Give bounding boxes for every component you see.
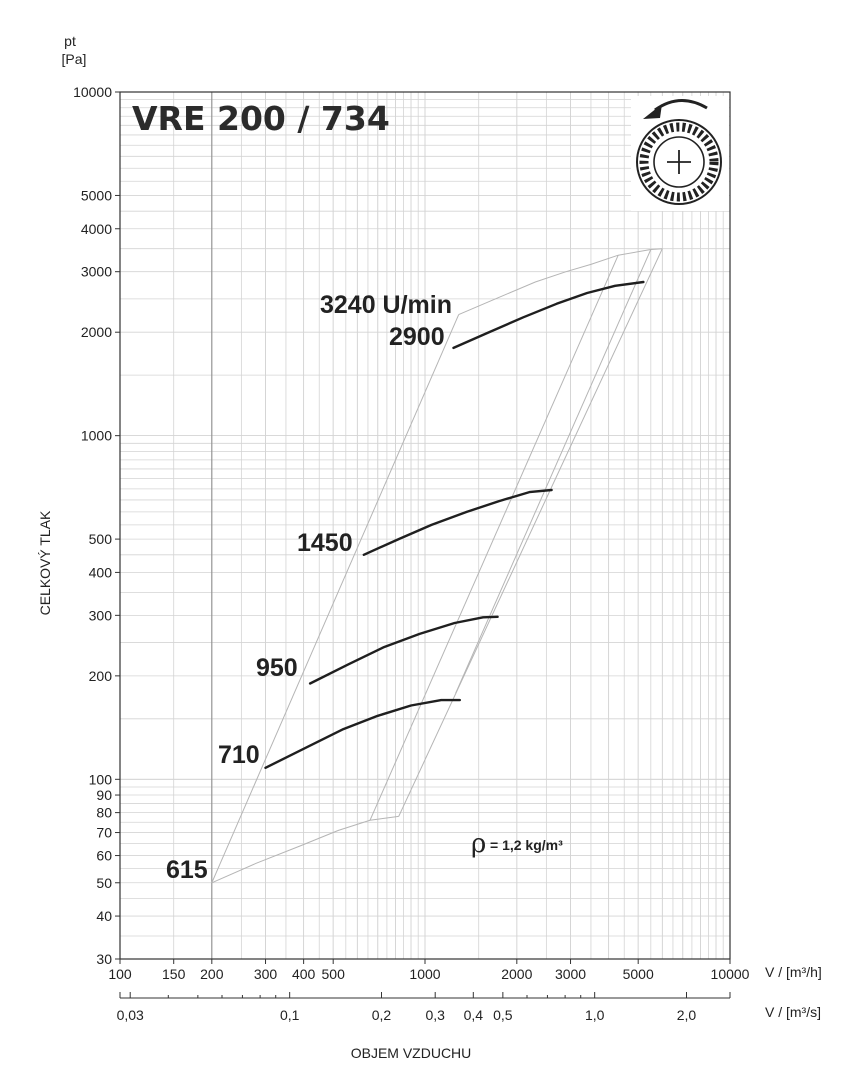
x2-tick-label: 2,0 xyxy=(677,1007,697,1023)
x2-tick-label: 0,3 xyxy=(425,1007,445,1023)
curve-710 xyxy=(264,698,461,769)
y-tick-label: 4000 xyxy=(81,221,112,237)
curve-950 xyxy=(308,615,499,685)
rotation-direction-icon xyxy=(631,96,729,211)
y-tick-label: 400 xyxy=(89,564,113,580)
x-tick-label: 3000 xyxy=(555,966,586,982)
x-unit-label: V / [m³/h] xyxy=(765,964,822,980)
x-tick-label: 400 xyxy=(292,966,316,982)
x-tick-label: 10000 xyxy=(711,966,750,982)
envelope-line-top xyxy=(458,248,663,316)
curve-1450 xyxy=(362,488,553,556)
x-tick-label: 150 xyxy=(162,966,186,982)
curve-label-950: 950 xyxy=(256,654,298,682)
y-tick-label: 40 xyxy=(96,908,112,924)
curve-2900 xyxy=(452,280,645,350)
x-tick-label: 2000 xyxy=(501,966,532,982)
envelope-line-bottom xyxy=(211,815,399,884)
x-tick-label: 1000 xyxy=(409,966,440,982)
y-tick-label: 10000 xyxy=(73,84,112,100)
y-unit-bottom: [Pa] xyxy=(62,51,87,67)
x-axis-label: OBJEM VZDUCHU xyxy=(351,1045,472,1061)
y-unit-top: pt xyxy=(64,33,76,49)
y-tick-label: 100 xyxy=(89,771,113,787)
grid xyxy=(120,92,730,959)
y-tick-label: 1000 xyxy=(81,428,112,444)
envelope-line-guide_a xyxy=(369,254,619,821)
x2-tick-label: 0,1 xyxy=(280,1007,300,1023)
y-tick-label: 500 xyxy=(89,531,113,547)
y-tick-label: 5000 xyxy=(81,187,112,203)
speed-unit-label: 3240 U/min xyxy=(320,291,452,319)
operating-envelope xyxy=(211,248,663,884)
chart-title: VRE 200 / 734 xyxy=(132,99,390,138)
x-axis-ticks: 100 150 200 300 400 500 1000 2000 3000 5000 10000 xyxy=(108,959,750,982)
x-tick-label: 500 xyxy=(322,966,346,982)
envelope-line-right_edge xyxy=(398,248,663,817)
y-tick-label: 90 xyxy=(96,787,112,803)
y-tick-label: 60 xyxy=(96,848,112,864)
y-tick-label: 2000 xyxy=(81,324,112,340)
speed-curves xyxy=(264,280,645,769)
envelope-line-guide_b xyxy=(455,249,652,694)
x2-tick-label: 1,0 xyxy=(585,1007,605,1023)
x2-tick-label: 0,5 xyxy=(493,1007,513,1023)
y-tick-label: 300 xyxy=(89,607,113,623)
y-tick-label: 50 xyxy=(96,875,112,891)
x2-tick-label: 0,2 xyxy=(372,1007,392,1023)
x-tick-label: 5000 xyxy=(623,966,654,982)
x2-tick-label: 0,03 xyxy=(117,1007,144,1023)
curve-label-1450: 1450 xyxy=(297,529,353,557)
curve-label-710: 710 xyxy=(218,741,260,769)
x2-tick-label: 0,4 xyxy=(464,1007,484,1023)
y-tick-label: 200 xyxy=(89,668,113,684)
density-symbol: ρ xyxy=(471,829,486,859)
y-tick-label: 30 xyxy=(96,951,112,967)
x-tick-label: 100 xyxy=(108,966,132,982)
curve-label-2900: 2900 xyxy=(389,323,445,351)
y-axis-label: CELKOVÝ TLAK xyxy=(37,510,53,615)
y-tick-label: 80 xyxy=(96,805,112,821)
y-tick-label: 70 xyxy=(96,825,112,841)
x-tick-label: 300 xyxy=(254,966,278,982)
secondary-x-axis: 0,03 0,1 0,2 0,3 0,4 0,5 1,0 2,0 xyxy=(117,992,731,1023)
x-tick-label: 200 xyxy=(200,966,224,982)
x2-unit-label: V / [m³/s] xyxy=(765,1004,821,1020)
y-tick-label: 3000 xyxy=(81,264,112,280)
curve-label-615: 615 xyxy=(166,856,208,884)
envelope-line-left_edge xyxy=(211,314,460,883)
density-label: = 1,2 kg/m³ xyxy=(490,837,563,853)
